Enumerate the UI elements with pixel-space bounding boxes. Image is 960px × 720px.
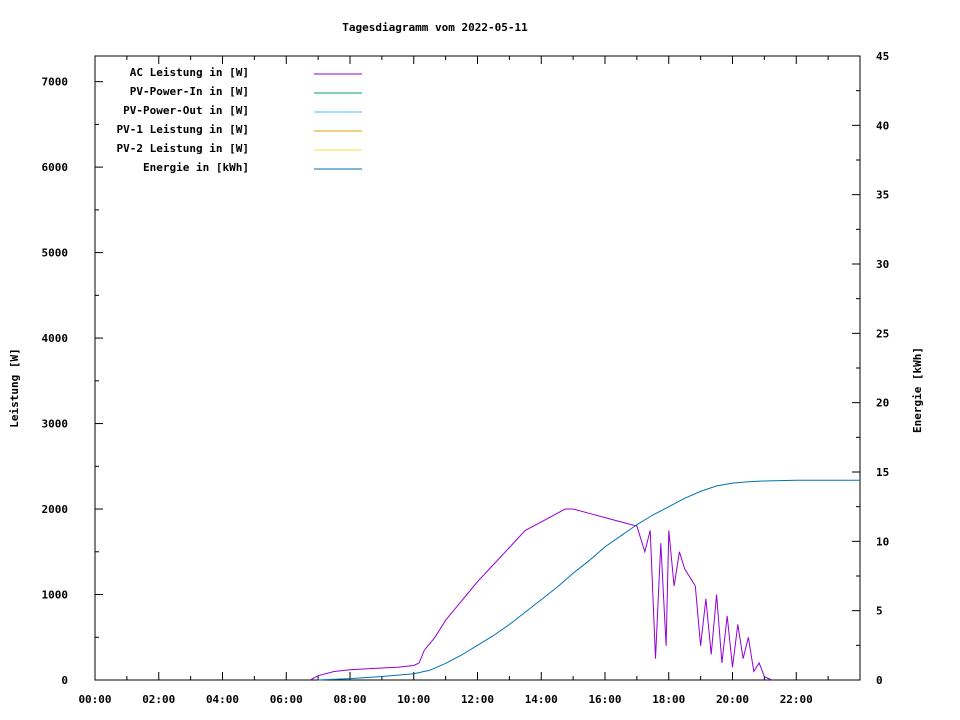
x-tick-label: 12:00: [461, 693, 494, 706]
legend-label-1: PV-Power-In in [W]: [130, 85, 249, 98]
x-tick-label: 00:00: [78, 693, 111, 706]
y-right-tick-label: 10: [876, 535, 889, 548]
legend-label-2: PV-Power-Out in [W]: [123, 104, 249, 117]
y-left-tick-label: 2000: [42, 503, 69, 516]
x-tick-label: 02:00: [142, 693, 175, 706]
y-left-tick-label: 5000: [42, 247, 69, 260]
y-right-tick-label: 40: [876, 119, 889, 132]
series-line-0: [309, 508, 773, 681]
x-tick-label: 14:00: [525, 693, 558, 706]
y-left-tick-label: 0: [61, 674, 68, 687]
x-tick-label: 10:00: [397, 693, 430, 706]
y-right-tick-label: 35: [876, 189, 889, 202]
legend-label-4: PV-2 Leistung in [W]: [117, 142, 249, 155]
legend: AC Leistung in [W] PV-Power-In in [W] PV-P…: [117, 66, 362, 174]
x-tick-label: 04:00: [206, 693, 239, 706]
x-tick-label: 16:00: [588, 693, 621, 706]
plot-area: 00:00 02:00 04:00 06:00 08:00 10:00 12:00 14:00…: [42, 50, 890, 706]
series-line-5: [318, 479, 860, 681]
x-tick-label: 18:00: [652, 693, 685, 706]
y-left-tick-label: 6000: [42, 161, 69, 174]
y-right-tick-label: 25: [876, 327, 889, 340]
y-right-tick-label: 45: [876, 50, 889, 63]
y-right-tick-label: 15: [876, 466, 889, 479]
y-axis-left-label: Leistung [W]: [8, 348, 21, 427]
x-tick-label: 22:00: [780, 693, 813, 706]
y-left-tick-label: 1000: [42, 589, 69, 602]
chart-title: Tagesdiagramm vom 2022-05-11: [342, 21, 528, 34]
y-right-tick-label: 0: [876, 674, 883, 687]
legend-label-3: PV-1 Leistung in [W]: [117, 123, 249, 136]
y-right-tick-label: 20: [876, 397, 889, 410]
legend-label-5: Energie in [kWh]: [143, 161, 249, 174]
y-axis-right-label: Energie [kWh]: [911, 347, 924, 433]
x-tick-label: 20:00: [716, 693, 749, 706]
y-left-tick-label: 4000: [42, 332, 69, 345]
y-right-tick-label: 5: [876, 605, 883, 618]
y-right-tick-label: 30: [876, 258, 889, 271]
x-tick-label: 08:00: [333, 693, 366, 706]
y-left-tick-label: 3000: [42, 418, 69, 431]
legend-label-0: AC Leistung in [W]: [130, 66, 249, 79]
x-tick-label: 06:00: [270, 693, 303, 706]
y-left-tick-label: 7000: [42, 76, 69, 89]
